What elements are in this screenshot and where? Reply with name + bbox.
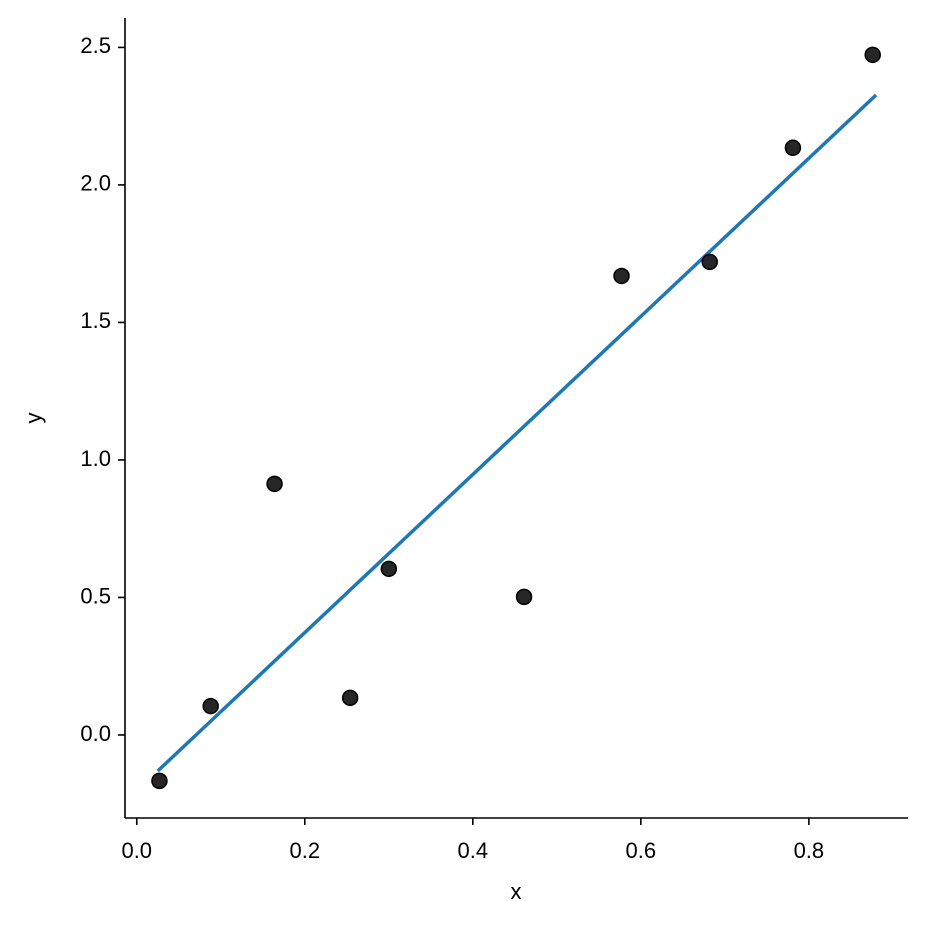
scatter-point [341,689,359,707]
y-tick-label: 1.5 [80,308,111,333]
scatter-point [701,253,718,271]
y-axis-label: y [21,413,46,424]
scatter-point [515,588,533,606]
x-axis-label: x [511,879,522,904]
fit-line [156,93,878,773]
x-tick-label: 0.0 [121,838,152,863]
scatter-point [266,475,283,493]
scatter-point [151,772,168,790]
scatter-point [202,697,219,715]
x-tick-label: 0.4 [458,838,489,863]
x-tick-label: 0.8 [794,838,825,863]
x-tick-label: 0.2 [289,838,320,863]
y-tick-label: 2.0 [80,171,111,196]
y-tick-label: 0.0 [80,721,111,746]
scatter-point [380,560,398,578]
x-tick-label: 0.6 [626,838,657,863]
y-tick-label: 1.0 [80,446,111,471]
scatter-point [784,139,802,157]
scatter-point [864,46,881,64]
y-tick-label: 2.5 [80,33,111,58]
scatter-point [613,267,630,285]
y-tick-label: 0.5 [80,583,111,608]
